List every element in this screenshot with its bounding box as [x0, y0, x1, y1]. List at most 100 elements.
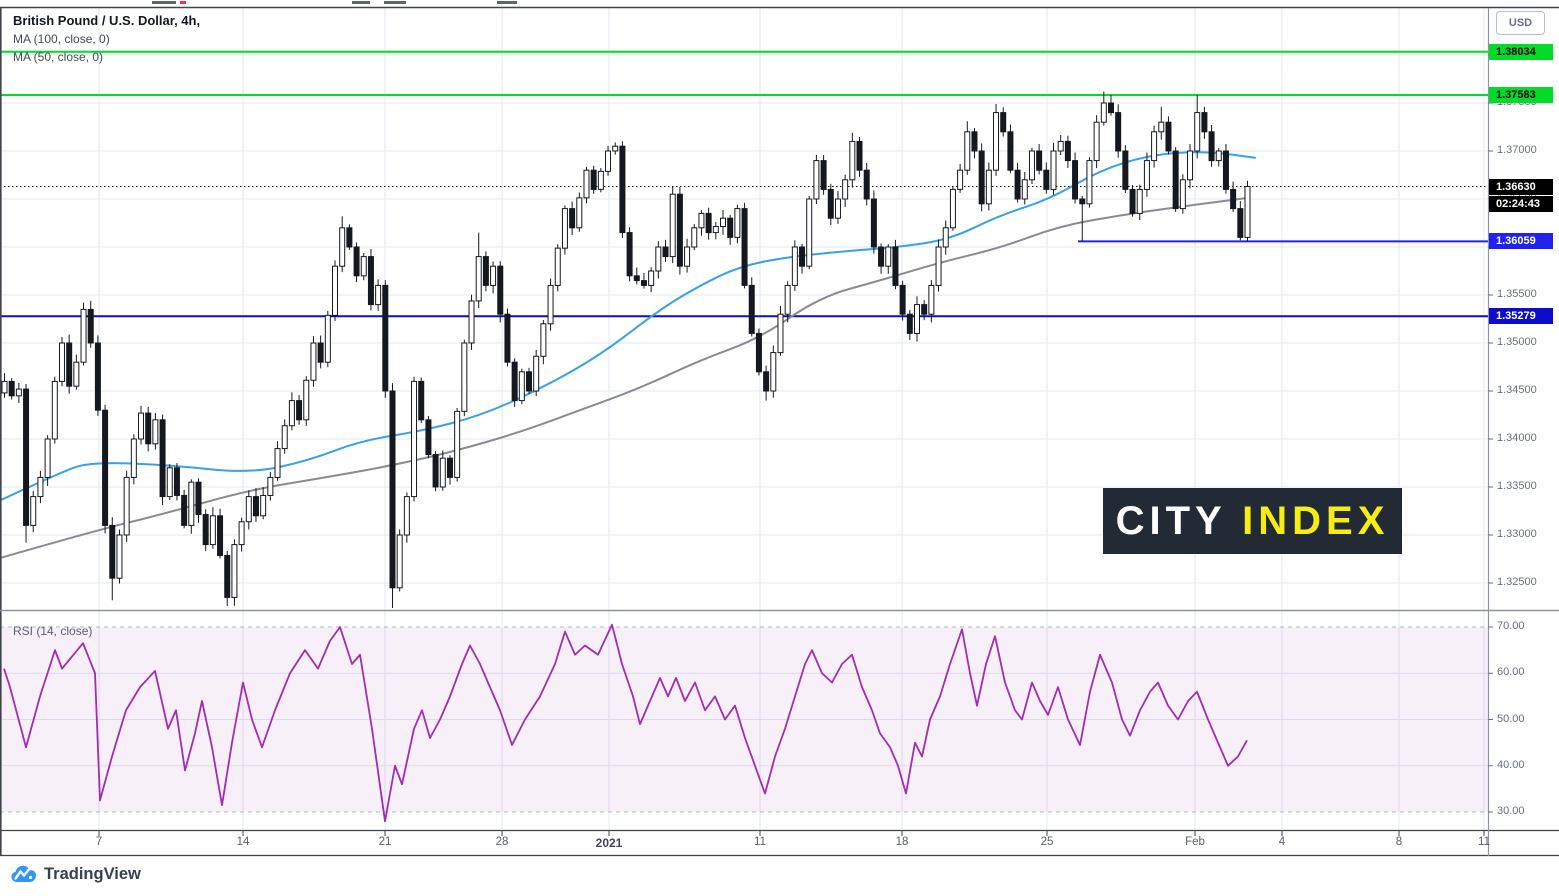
candle-body-up	[885, 246, 892, 267]
candle	[403, 492, 410, 543]
candle-body-down	[1165, 121, 1172, 152]
candle-body-down	[921, 304, 928, 315]
candle-body-down	[820, 160, 827, 190]
candle	[202, 509, 209, 551]
candle-body-up	[188, 481, 195, 526]
clipped-toolbar-row	[0, 0, 1559, 8]
candle	[827, 183, 834, 225]
candle-body-up	[439, 457, 446, 488]
candle-body-up	[1244, 186, 1251, 238]
candle-body-down	[1237, 208, 1244, 238]
candle-body-down	[892, 246, 899, 286]
candle-body-down	[705, 212, 712, 234]
candle-body-down	[432, 454, 439, 488]
candle	[633, 267, 640, 285]
candle-body-down	[173, 467, 180, 496]
candle-body-up	[648, 270, 655, 286]
candle	[942, 220, 949, 255]
candle	[720, 209, 726, 235]
candle	[799, 243, 806, 274]
candle-body-down	[1115, 112, 1122, 152]
candle-body-down	[741, 208, 748, 286]
candle	[1050, 142, 1057, 195]
candle-body-down	[8, 380, 15, 397]
candle-body-down	[763, 371, 770, 392]
candle-body-up	[949, 188, 956, 229]
candle	[1107, 94, 1114, 116]
candle-body-up	[116, 534, 123, 579]
candle	[842, 174, 849, 208]
candle	[195, 478, 202, 523]
candle	[576, 192, 583, 232]
candle-body-down	[511, 361, 518, 402]
candle	[166, 464, 173, 501]
candle-body-down	[482, 256, 489, 286]
candle	[1036, 143, 1043, 175]
time-tick-label: 14	[236, 836, 250, 848]
candle-body-down	[1000, 112, 1007, 133]
candle-body-down	[367, 256, 374, 306]
candle-body-down	[633, 275, 640, 282]
candle-body-up	[339, 227, 346, 267]
rsi-legend: RSI (14, close)	[13, 624, 93, 638]
candle-body-down	[1072, 160, 1079, 200]
candle-body-down	[504, 313, 511, 363]
candle-body-down	[109, 524, 116, 579]
candle	[102, 404, 109, 534]
candle	[676, 186, 683, 275]
candle-body-down	[217, 515, 224, 556]
candle-body-down	[748, 284, 755, 334]
candle	[1079, 196, 1086, 242]
candle-body-up	[957, 169, 964, 190]
candle	[547, 278, 554, 331]
candle-body-up	[1028, 150, 1035, 181]
clipped-text-fragment	[497, 1, 517, 4]
candle	[770, 345, 777, 398]
candle	[324, 310, 331, 368]
candle	[763, 365, 770, 401]
candle-body-down	[94, 342, 101, 411]
candle-body-up	[303, 379, 310, 421]
candle	[432, 451, 439, 492]
candle	[1100, 91, 1107, 126]
time-tick-label: 28	[495, 836, 509, 848]
candle-body-up	[80, 308, 87, 363]
candle	[993, 103, 1000, 176]
candle	[849, 132, 856, 188]
price-axis[interactable]	[1489, 8, 1559, 830]
candle	[949, 186, 956, 231]
candle-body-up	[712, 226, 719, 234]
candle-body-down	[1201, 112, 1208, 133]
time-tick-label: 2021	[595, 836, 623, 850]
candle-body-up	[1050, 150, 1057, 190]
candle	[748, 277, 755, 337]
candle-body-up	[1158, 121, 1165, 133]
candle	[1136, 184, 1143, 221]
candle	[655, 241, 662, 279]
candle	[418, 377, 425, 424]
candle-body-up	[51, 380, 58, 440]
candle	[37, 470, 44, 504]
candle	[446, 455, 453, 485]
currency-button[interactable]: USD	[1496, 11, 1545, 35]
candle	[518, 368, 525, 405]
candle	[569, 201, 576, 235]
candle	[727, 214, 734, 245]
candle	[1007, 124, 1014, 174]
time-axis[interactable]: 7 14 21 28 2021 11 18 25 Feb 4 8 11	[0, 831, 1559, 855]
candle	[834, 190, 841, 224]
candle-body-down	[102, 409, 109, 526]
tradingview-brand-label: TradingView	[44, 865, 141, 883]
watermark-index: INDEX	[1242, 498, 1390, 543]
candle-body-down	[676, 193, 683, 267]
time-tick-label: 21	[378, 836, 392, 848]
candle-body-up	[454, 410, 461, 478]
candle	[310, 336, 317, 387]
tradingview-brand[interactable]: TradingView	[10, 861, 141, 888]
clipped-text-fragment	[352, 1, 370, 4]
candle-body-up	[73, 361, 80, 387]
candle-body-up	[834, 198, 841, 219]
candle	[245, 490, 252, 530]
candle	[755, 328, 762, 376]
